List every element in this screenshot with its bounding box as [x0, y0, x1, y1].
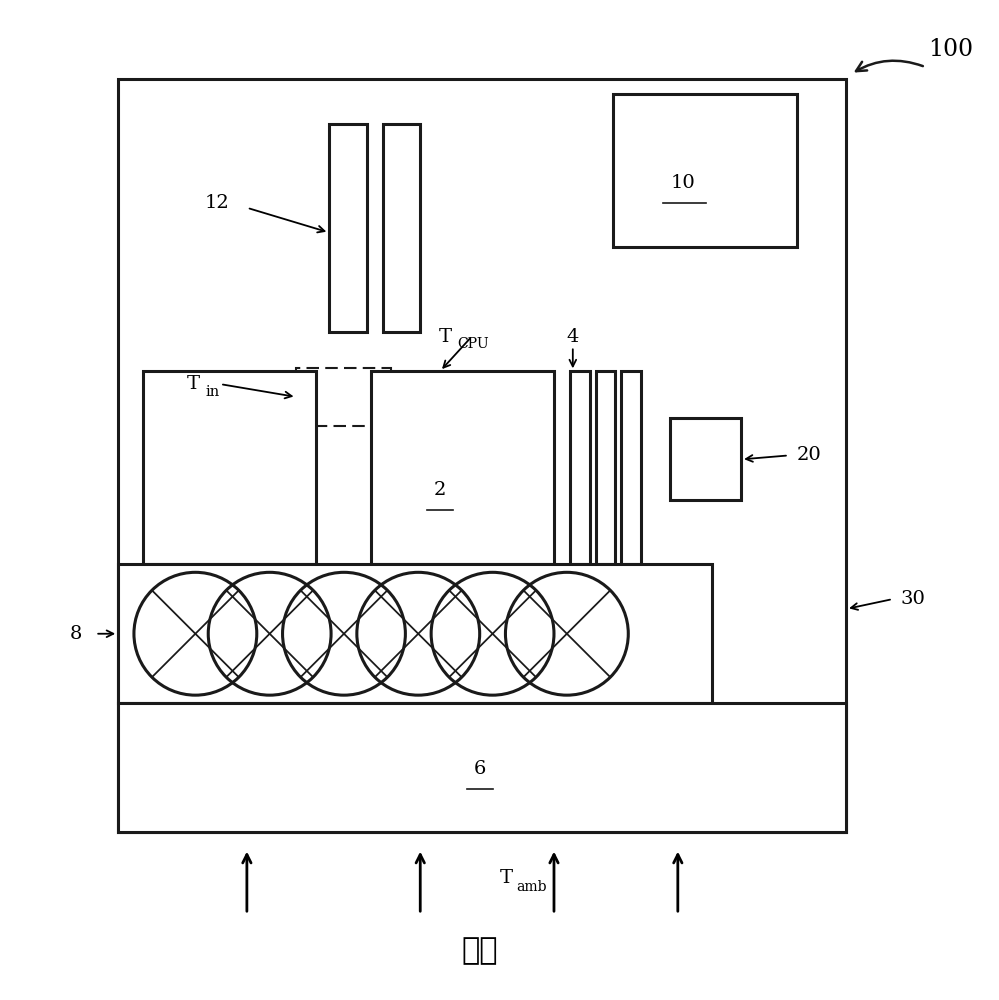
Bar — [670, 418, 741, 500]
Bar — [118, 564, 712, 703]
Text: T: T — [439, 328, 452, 346]
Text: 100: 100 — [928, 38, 973, 61]
Bar — [143, 371, 317, 564]
Bar — [621, 371, 641, 564]
FancyArrowPatch shape — [856, 61, 923, 71]
Text: 30: 30 — [901, 590, 926, 608]
Bar — [118, 79, 846, 832]
Bar — [329, 124, 367, 332]
Bar — [371, 371, 554, 564]
Text: 6: 6 — [474, 760, 486, 778]
Bar — [118, 703, 846, 832]
Bar — [595, 371, 615, 564]
Text: T: T — [500, 869, 512, 887]
Text: 2: 2 — [434, 481, 447, 499]
Text: 8: 8 — [69, 625, 82, 643]
Text: 进气: 进气 — [462, 936, 498, 965]
Bar — [613, 94, 796, 247]
Text: CPU: CPU — [457, 337, 489, 351]
Text: 12: 12 — [205, 194, 230, 212]
Text: 4: 4 — [566, 328, 579, 346]
Bar — [569, 371, 589, 564]
Text: T: T — [187, 375, 201, 393]
Text: 10: 10 — [670, 174, 695, 192]
Text: amb: amb — [516, 880, 547, 894]
Bar — [383, 124, 421, 332]
Bar — [297, 368, 391, 426]
Text: 20: 20 — [796, 446, 821, 464]
Text: in: in — [205, 385, 220, 399]
